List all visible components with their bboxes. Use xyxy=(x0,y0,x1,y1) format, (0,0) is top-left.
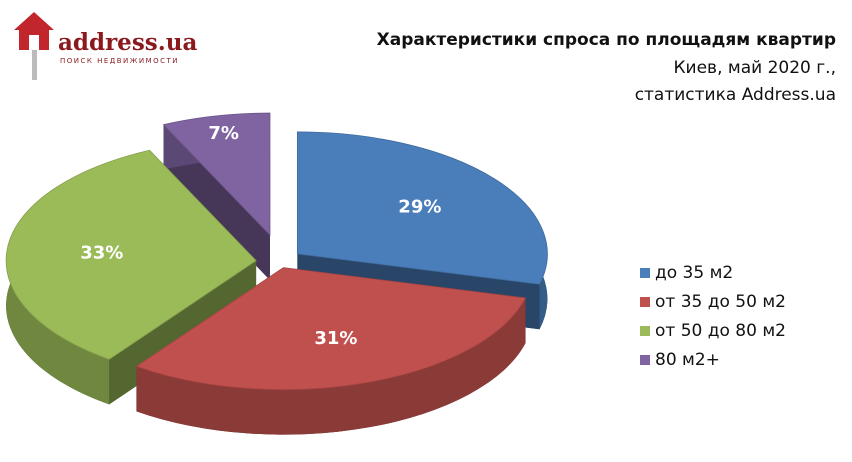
slice-top xyxy=(135,267,527,391)
chart-title: Характеристики спроса по площадям кварти… xyxy=(377,30,836,50)
pie-slice xyxy=(5,149,257,405)
legend-label: от 50 до 80 м2 xyxy=(655,321,786,341)
pie-slice xyxy=(162,112,271,281)
legend-label: до 35 м2 xyxy=(655,263,733,283)
data-label: 7% xyxy=(208,123,239,144)
logo-door xyxy=(29,35,39,50)
logo-tagline: ПОИСК НЕДВИЖИМОСТИ xyxy=(60,57,179,65)
legend-swatch xyxy=(640,326,650,336)
data-label: 31% xyxy=(314,328,357,349)
chart-subtitle: Киев, май 2020 г., xyxy=(673,58,836,78)
legend-label: от 35 до 50 м2 xyxy=(655,292,786,312)
legend-swatch xyxy=(640,268,650,278)
slice-wall xyxy=(136,297,526,435)
logo-key xyxy=(32,50,37,80)
legend-swatch xyxy=(640,355,650,365)
logo-name: address.ua xyxy=(58,29,197,56)
slice-top xyxy=(296,131,548,285)
logo: address.ua ПОИСК НЕДВИЖИМОСТИ xyxy=(14,12,197,80)
legend-swatch xyxy=(640,297,650,307)
chart-subtitle: статистика Address.ua xyxy=(635,85,836,105)
data-label: 29% xyxy=(398,197,441,218)
pie-slice xyxy=(135,267,527,435)
slice-top xyxy=(162,112,271,237)
legend-label: 80 м2+ xyxy=(655,350,720,370)
data-label: 33% xyxy=(80,243,123,264)
logo-house xyxy=(14,12,54,50)
slice-top xyxy=(5,149,257,360)
